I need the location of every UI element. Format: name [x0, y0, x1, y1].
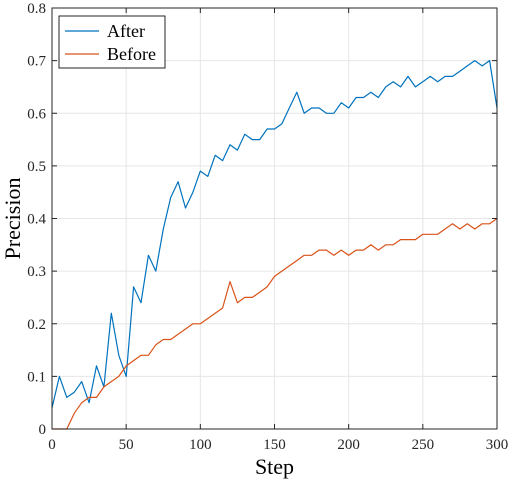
y-tick-label: 0.1	[27, 369, 46, 385]
legend-label-after: After	[107, 21, 145, 41]
y-tick-label: 0.7	[27, 54, 46, 70]
series-line-after	[51, 59, 498, 409]
x-tick-label: 200	[337, 437, 360, 453]
legend-box	[58, 15, 166, 69]
y-tick-label: 0.4	[27, 212, 46, 228]
y-tick-label: 0.2	[27, 317, 46, 333]
series-layer	[51, 59, 498, 430]
ticks	[51, 7, 498, 430]
y-tick-label: 0.8	[27, 1, 46, 17]
x-tick-label: 250	[412, 437, 435, 453]
x-axis-label: Step	[255, 454, 294, 479]
y-tick-label: 0.6	[27, 106, 46, 122]
x-tick-label: 150	[263, 437, 286, 453]
legend-label-before: Before	[107, 44, 156, 64]
x-tick-label: 300	[486, 437, 509, 453]
y-tick-label: 0.3	[27, 264, 46, 280]
tick-labels: 0 50 100 150 200 250 300 0 0.1 0.2 0.3 0.4 0.5 0.6 0.7…	[27, 1, 508, 453]
legend: After Before	[58, 15, 166, 69]
x-tick-label: 100	[189, 437, 212, 453]
series-line-before	[52, 218, 498, 430]
y-tick-label: 0.5	[27, 159, 46, 175]
grid	[52, 8, 497, 429]
x-tick-label: 50	[119, 437, 134, 453]
x-tick-label: 0	[48, 437, 56, 453]
y-tick-label: 0	[39, 422, 47, 438]
y-axis-label: Precision	[0, 178, 25, 260]
